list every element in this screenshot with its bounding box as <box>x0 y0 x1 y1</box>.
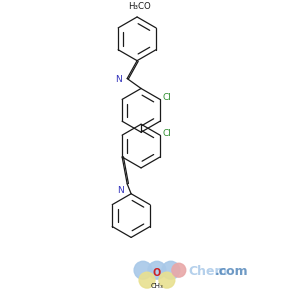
Circle shape <box>162 261 180 279</box>
Circle shape <box>139 272 155 288</box>
Text: N: N <box>117 186 124 195</box>
Text: CH₃: CH₃ <box>151 283 163 289</box>
Circle shape <box>148 261 166 279</box>
Text: Cl: Cl <box>163 129 172 138</box>
Text: O: O <box>153 268 161 278</box>
Text: N: N <box>116 75 122 84</box>
Text: Cl: Cl <box>163 93 172 102</box>
Text: .com: .com <box>214 265 248 278</box>
Circle shape <box>172 263 186 277</box>
Text: H₃CO: H₃CO <box>128 2 151 11</box>
Text: Chem: Chem <box>189 265 228 278</box>
Circle shape <box>159 272 175 288</box>
Circle shape <box>134 261 152 279</box>
